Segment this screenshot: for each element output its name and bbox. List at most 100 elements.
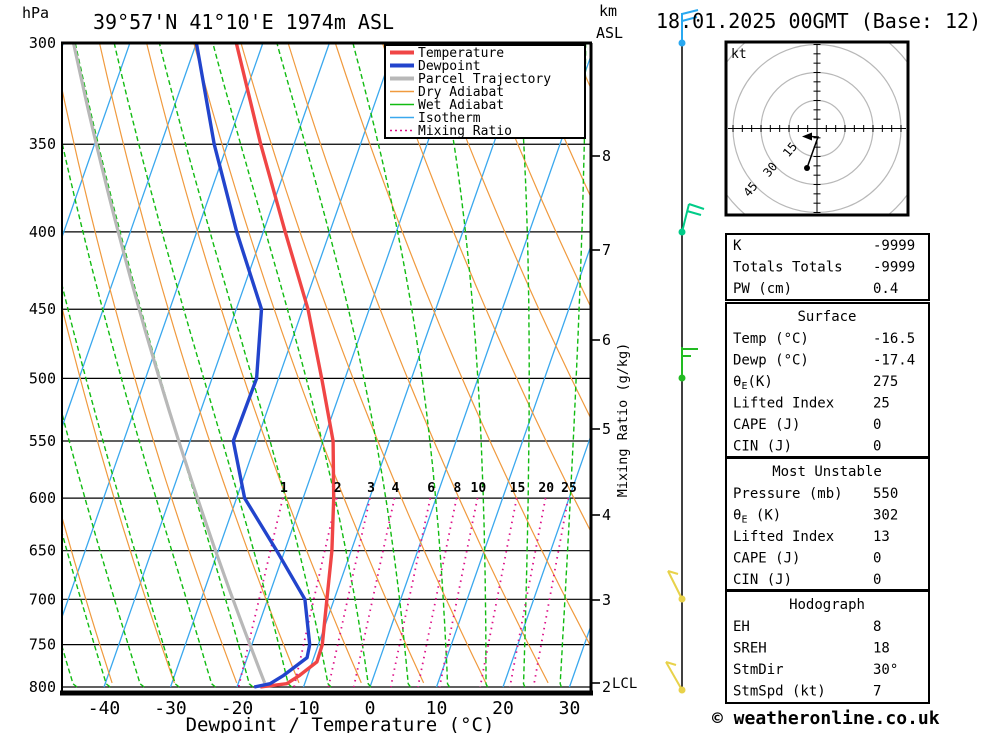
stats-row-value: -17.4 — [873, 353, 915, 369]
stats-row-value: 18 — [873, 641, 890, 657]
wet-adiabat-line — [158, 42, 332, 688]
wet-adiabat-line — [62, 282, 180, 688]
isotherm-line — [62, 42, 131, 239]
wet-adiabat-line — [351, 42, 451, 688]
dry-adiabat-line — [146, 42, 362, 684]
stats-row-label: Lifted Index — [733, 529, 834, 545]
stats-table-box — [725, 457, 930, 591]
wind-barb — [681, 203, 690, 233]
wind-level-dot — [678, 374, 686, 382]
mixing-ratio-axis-title: Mixing Ratio (g/kg) — [615, 343, 631, 497]
dry-adiabat-line — [193, 42, 425, 684]
run-date-label: 18.01.2025 00GMT (Base: 12) — [656, 9, 981, 33]
stats-row-label: CAPE (J) — [733, 551, 800, 567]
temp-tick-label: 0 — [365, 698, 376, 719]
hodograph-trace — [806, 135, 820, 169]
legend-label: Dewpoint — [418, 59, 481, 74]
pressure-tick-label: 300 — [29, 34, 56, 52]
mixing-ratio-line — [327, 497, 371, 688]
parcel-trajectory-curve — [71, 42, 267, 684]
mixing-ratio-value-label: 8 — [454, 481, 462, 496]
chart-title: 39°57'N 41°10'E 1974m ASL — [93, 10, 394, 34]
mixing-ratio-value-label: 25 — [561, 481, 577, 496]
temp-tick-label: 30 — [559, 698, 581, 719]
stats-row-value: 8 — [873, 619, 881, 635]
stats-row-label: Temp (°C) — [733, 331, 809, 347]
stats-row-value: 0 — [873, 417, 881, 433]
stats-row-value: -16.5 — [873, 331, 915, 347]
pressure-tick-label: 650 — [29, 542, 56, 560]
legend-label: Temperature — [418, 46, 504, 61]
pressure-tick-label: 700 — [29, 590, 56, 608]
pressure-tick-label: 400 — [29, 223, 56, 241]
stats-row-value: -9999 — [873, 260, 915, 276]
temp-tick-label: -30 — [154, 698, 187, 719]
km-tick-label: 7 — [602, 241, 611, 259]
stats-row-value: 7 — [873, 684, 881, 700]
dry-adiabat-line — [98, 42, 300, 684]
mixing-ratio-line — [438, 497, 479, 688]
isotherm-line — [502, 433, 591, 688]
legend-label: Parcel Trajectory — [418, 72, 551, 87]
pressure-tick-label: 350 — [29, 135, 56, 153]
stats-row-value: 30° — [873, 662, 898, 678]
wind-barb — [667, 570, 679, 575]
wind-level-dot — [678, 686, 686, 694]
stats-table-title: Surface — [797, 309, 856, 325]
mixing-ratio-value-label: 2 — [334, 481, 342, 496]
mixing-ratio-line — [417, 497, 458, 688]
stats-table-title: Most Unstable — [772, 464, 882, 480]
mixing-ratio-value-label: 6 — [427, 481, 435, 496]
mixing-ratio-value-label: 3 — [367, 481, 375, 496]
mixing-ratio-line — [293, 497, 338, 688]
dry-adiabat-line — [62, 305, 175, 684]
pressure-unit-label: hPa — [22, 4, 49, 22]
mixing-ratio-value-label: 15 — [510, 481, 526, 496]
stats-row-label: CAPE (J) — [733, 417, 800, 433]
isotherm-line — [435, 243, 591, 688]
wet-adiabat-line — [559, 42, 587, 688]
isotherm-line — [62, 42, 198, 429]
pressure-tick-label: 450 — [29, 300, 56, 318]
isotherm-line — [369, 53, 591, 688]
hodograph-arrow — [802, 132, 812, 141]
stats-row-value: 302 — [873, 508, 898, 524]
legend-label: Mixing Ratio — [418, 124, 512, 139]
wind-barb — [681, 16, 698, 22]
isotherm-line — [236, 42, 464, 688]
wind-barb — [667, 570, 683, 600]
stats-table-title: Hodograph — [789, 597, 865, 613]
km-tick-label: 2 — [602, 678, 611, 696]
km-tick-label: 4 — [602, 506, 611, 524]
pressure-tick-label: 600 — [29, 489, 56, 507]
stats-row-label: θE (K) — [733, 508, 781, 526]
km-tick-label: 8 — [602, 147, 611, 165]
mixing-ratio-line — [389, 497, 432, 688]
stats-row-label: SREH — [733, 641, 767, 657]
km-unit-label: km — [599, 2, 617, 20]
pressure-tick-label: 750 — [29, 636, 56, 654]
dry-adiabat-line — [62, 515, 113, 684]
wet-adiabat-line — [631, 38, 693, 687]
wind-barb — [681, 9, 699, 15]
legend-label: Isotherm — [418, 111, 481, 126]
legend-label: Dry Adiabat — [418, 85, 504, 100]
copyright: © weatheronline.co.uk — [712, 708, 940, 729]
plot-area: 1 2 3 4 6 8 10 15 20 25 — [62, 38, 693, 689]
mixing-ratio-value-label: 1 — [280, 481, 288, 496]
wet-adiabat-line — [516, 42, 530, 688]
wet-adiabat-line — [435, 42, 489, 688]
wind-level-dot — [678, 595, 686, 603]
pressure-tick-label: 800 — [29, 678, 56, 696]
dry-adiabat-line — [287, 42, 549, 684]
stats-row-value: -9999 — [873, 238, 915, 254]
mixing-ratio-line — [352, 497, 396, 688]
temp-tick-label: -10 — [287, 698, 320, 719]
dry-adiabat-line — [62, 86, 238, 684]
km-tick-label: 5 — [602, 420, 611, 438]
legend-label: Wet Adiabat — [418, 98, 504, 113]
dry-adiabat-line — [476, 42, 591, 309]
stats-table-box — [725, 590, 930, 704]
mixing-ratio-value-label: 4 — [392, 481, 400, 496]
